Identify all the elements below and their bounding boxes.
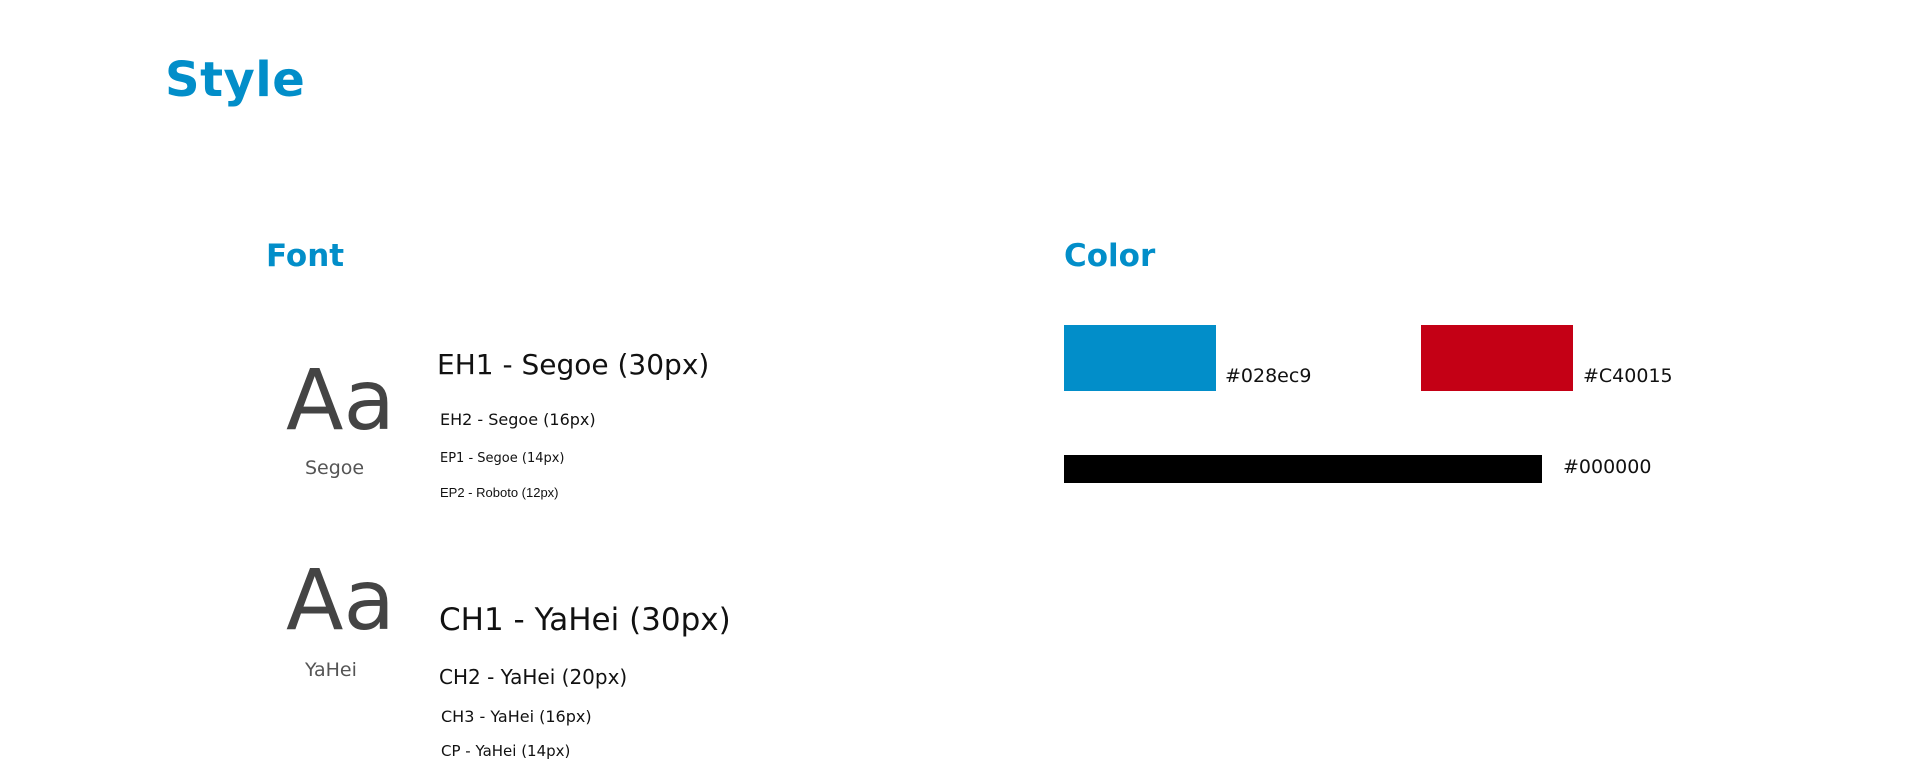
- color-swatch-accent: [1421, 325, 1573, 391]
- color-swatch-primary: [1064, 325, 1216, 391]
- font-family-name: Segoe: [305, 457, 365, 479]
- font-style-ch2: CH2 - YaHei (20px): [439, 665, 628, 689]
- color-hex-label: #028ec9: [1225, 365, 1312, 387]
- font-sample-glyph: Aa: [286, 551, 395, 649]
- font-style-ep1: EP1 - Segoe (14px): [440, 451, 565, 466]
- page-title: Style: [165, 52, 306, 108]
- font-family-name: YaHei: [305, 659, 357, 681]
- font-sample-glyph: Aa: [286, 351, 395, 449]
- color-hex-label: #C40015: [1583, 365, 1673, 387]
- font-style-eh2: EH2 - Segoe (16px): [440, 410, 596, 429]
- color-hex-label: #000000: [1563, 456, 1652, 478]
- font-style-eh1: EH1 - Segoe (30px): [437, 348, 710, 381]
- font-style-ch3: CH3 - YaHei (16px): [441, 707, 592, 726]
- font-style-ep2: EP2 - Roboto (12px): [440, 485, 559, 500]
- color-section-title: Color: [1064, 238, 1156, 274]
- font-style-ch1: CH1 - YaHei (30px): [439, 602, 731, 638]
- color-swatch-text: [1064, 455, 1542, 483]
- font-style-cp: CP - YaHei (14px): [441, 742, 571, 760]
- font-section-title: Font: [266, 238, 345, 274]
